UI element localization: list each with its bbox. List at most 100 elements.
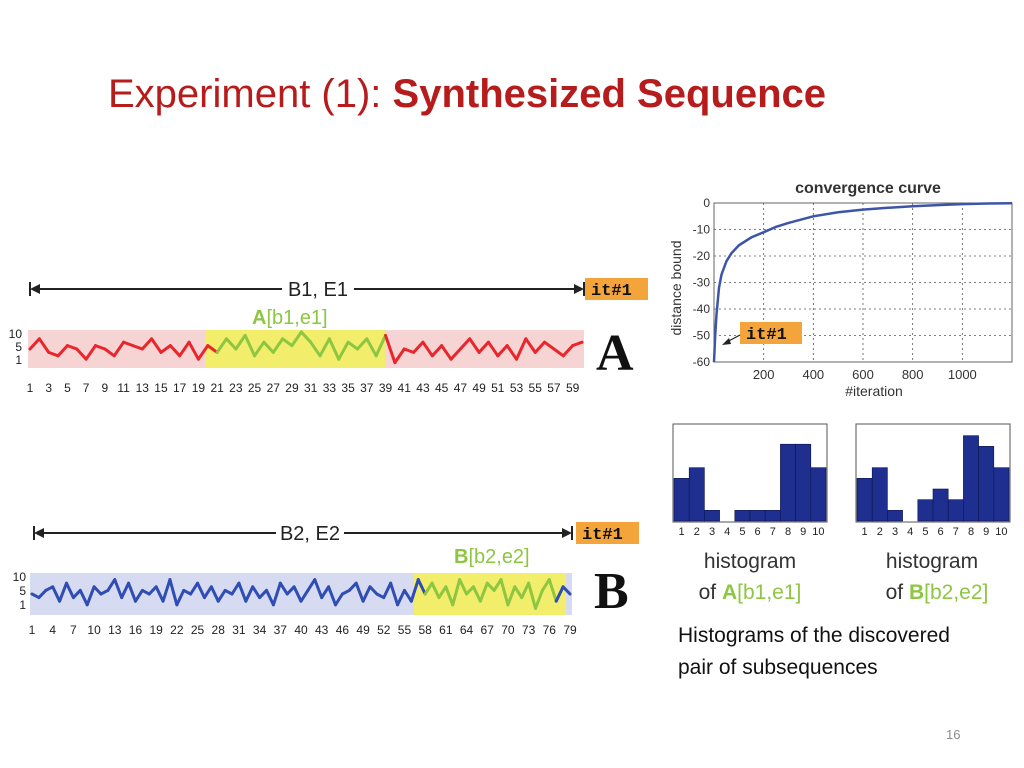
convergence-x-ticks: 200 400 600 800 1000 (753, 367, 977, 382)
sequence-segment (477, 340, 490, 354)
x-tick-label: 43 (315, 623, 329, 637)
sequence-segment (402, 588, 413, 603)
sequence-segment (534, 588, 544, 610)
sequence-segment (313, 578, 324, 600)
histogram-bar (810, 467, 827, 522)
histogram-tick-label: 10 (812, 526, 824, 538)
convergence-grid (714, 203, 1012, 362)
histogram-bar (963, 435, 979, 522)
sequence-segment (520, 581, 531, 600)
sequence-segment (189, 581, 200, 596)
histogram-tick-label: 8 (785, 526, 791, 538)
histogram-tick-label: 6 (755, 526, 761, 538)
sequence-segment (486, 340, 500, 358)
x-tick-label: 4 (49, 623, 56, 637)
sequence-segment (78, 588, 89, 607)
sequence-segment (299, 588, 310, 603)
sequence-segment (458, 578, 469, 596)
sequence-segment (71, 588, 82, 600)
histogram-bar (780, 443, 796, 522)
histogram-bar (993, 467, 1010, 522)
histogram-a-label-rest: [b1,e1] (737, 581, 801, 604)
sequence-segment (154, 585, 165, 603)
sequence-segment (492, 578, 503, 592)
x-tick-label: 13 (108, 623, 122, 637)
sequence-segment (147, 585, 158, 596)
x-tick-label: 9 (102, 381, 109, 395)
x-tick-label: 200 (753, 367, 775, 382)
sequence-segment (37, 337, 51, 354)
sequence-segment (499, 578, 510, 607)
sequence-segment (368, 585, 379, 596)
y-tick-a-5: 5 (15, 340, 22, 354)
y-tick-a-10: 10 (9, 327, 23, 341)
figure-caption: Histograms of the discovered pair of sub… (678, 620, 950, 684)
arrowhead-left-b (34, 528, 44, 538)
sequence-segment (28, 337, 41, 351)
sequence-segment (449, 347, 462, 361)
sequence-segment (365, 337, 378, 358)
span-label-b: B2, E2 (280, 523, 340, 545)
histogram-a: 1 2 3 4 5 6 7 8 9 10 histogram of A[b1,e1] (672, 423, 828, 604)
panel-b-letter: B (594, 563, 629, 620)
sequence-segment (346, 340, 359, 351)
arrowhead-right-a (574, 284, 584, 294)
x-ticks-a: 1 3 5 7 9 11 13 15 17 19 21 23 25 27 29 31 33 35 37 39 41 43 4… (27, 381, 580, 395)
x-tick-label: 15 (154, 381, 168, 395)
sequence-segment (175, 588, 186, 607)
panel-b: B2, E2 it#1 B[b2,e2] 10 5 1 1 4 7 10 13 16 19 2… (13, 522, 639, 637)
sequence-segment (159, 344, 172, 354)
x-tick-label: 16 (129, 623, 143, 637)
convergence-annotation-text: it#1 (746, 326, 787, 345)
sequence-segment (527, 581, 538, 610)
panel-a-letter: A (596, 325, 634, 382)
histogram-b-label-letter: B (909, 581, 924, 604)
badge-a-text: it#1 (591, 282, 632, 301)
sequence-segment (47, 350, 60, 358)
histogram-a-ticks: 1 2 3 4 5 6 7 8 9 10 (679, 526, 825, 538)
sequence-segment (423, 581, 434, 596)
x-tick-label: 61 (439, 623, 453, 637)
x-tick-label: 19 (149, 623, 163, 637)
y-tick-label: -40 (693, 302, 711, 316)
convergence-ylabel: distance bound (668, 241, 684, 336)
histogram-bar (917, 499, 934, 522)
sequence-segment (513, 585, 524, 600)
x-tick-label: 13 (136, 381, 150, 395)
sequence-segment (103, 347, 116, 358)
histogram-bar (704, 510, 720, 522)
sequence-segment (133, 588, 144, 603)
sequence-segment (458, 337, 472, 351)
sequence-segment (306, 578, 317, 592)
sequence-segment (554, 585, 565, 603)
sequence-segment (178, 340, 191, 358)
sequence-segment (265, 588, 275, 607)
badge-a (585, 278, 648, 300)
sequence-segment (271, 337, 285, 354)
sequence-segment (262, 340, 275, 354)
histogram-bar (856, 478, 873, 522)
histogram-a-bars (673, 443, 827, 522)
y-tick-a-1: 1 (15, 353, 22, 367)
slide-title: Experiment (1): Synthesized Sequence (108, 72, 826, 117)
sequence-segment (421, 340, 434, 358)
sequence-segment (393, 347, 406, 365)
sequence-segment (396, 588, 406, 607)
histogram-tick-label: 3 (892, 526, 898, 538)
sequence-segment (234, 333, 247, 351)
sequence-segment (75, 347, 88, 361)
histogram-tick-label: 1 (862, 526, 868, 538)
sequence-segment (65, 344, 79, 351)
sequence-segment (337, 340, 350, 361)
y-tick-label: -50 (693, 329, 711, 343)
x-tick-label: 25 (248, 381, 262, 395)
convergence-series-line (712, 202, 1013, 363)
sequence-segment (552, 347, 565, 358)
badge-b-text: it#1 (582, 526, 623, 545)
sequence-segment (561, 585, 572, 596)
sequence-segment (389, 581, 400, 607)
sequence-segment (216, 588, 227, 603)
x-tick-label: 31 (232, 623, 246, 637)
x-tick-label: 1000 (948, 367, 977, 382)
histogram-tick-label: 2 (877, 526, 883, 538)
